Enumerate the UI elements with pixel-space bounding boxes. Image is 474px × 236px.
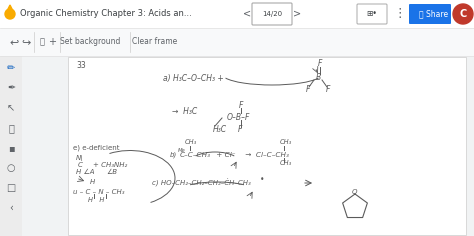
Text: c) HO–CH₂–CH₂–CH₂–ĊH–CH₃: c) HO–CH₂–CH₂–CH₂–ĊH–CH₃: [152, 179, 251, 187]
FancyBboxPatch shape: [0, 56, 22, 236]
Text: Clear frame: Clear frame: [132, 38, 178, 46]
Text: □: □: [6, 183, 16, 193]
Text: C–C–CH₃: C–C–CH₃: [180, 152, 211, 158]
Text: Organic Chemistry Chapter 3: Acids an...: Organic Chemistry Chapter 3: Acids an...: [20, 9, 192, 18]
Text: ↪: ↪: [21, 37, 31, 47]
Text: ↩: ↩: [9, 37, 18, 47]
Text: 🔒 Share: 🔒 Share: [419, 9, 448, 18]
Text: O–B–F: O–B–F: [227, 113, 250, 122]
Text: 14/20: 14/20: [262, 11, 282, 17]
Text: 33: 33: [76, 62, 86, 71]
Text: B: B: [316, 72, 321, 81]
FancyBboxPatch shape: [68, 57, 466, 235]
FancyBboxPatch shape: [409, 4, 451, 24]
Text: C: C: [78, 162, 83, 168]
Text: ✏: ✏: [7, 63, 15, 73]
Text: ▪: ▪: [8, 143, 14, 153]
Text: 📄: 📄: [8, 123, 14, 133]
Text: +: +: [48, 37, 56, 47]
Text: F: F: [238, 126, 242, 135]
Text: b): b): [170, 152, 177, 158]
Text: H ∠A: H ∠A: [76, 169, 94, 175]
Text: ✒: ✒: [7, 83, 15, 93]
Text: CH₃: CH₃: [280, 160, 292, 166]
Text: Me: Me: [178, 148, 186, 152]
FancyBboxPatch shape: [0, 0, 474, 28]
Text: O: O: [352, 189, 357, 195]
Text: H₃C: H₃C: [213, 126, 227, 135]
Text: C: C: [459, 9, 466, 19]
Text: →  H₃C: → H₃C: [172, 108, 197, 117]
Text: CH₃: CH₃: [185, 139, 197, 145]
Text: H   H: H H: [88, 197, 104, 203]
Text: ⋮: ⋮: [394, 8, 406, 21]
Text: F: F: [306, 84, 310, 93]
Text: CH₃: CH₃: [280, 139, 292, 145]
Text: Set background: Set background: [60, 38, 120, 46]
Text: H: H: [90, 179, 95, 185]
FancyBboxPatch shape: [0, 28, 474, 56]
Text: F: F: [326, 84, 330, 93]
Text: <: <: [243, 9, 251, 19]
Circle shape: [5, 9, 15, 19]
Text: + CH₃NH₂: + CH₃NH₂: [93, 162, 127, 168]
Text: F: F: [318, 59, 322, 68]
Text: 🔍: 🔍: [39, 38, 45, 46]
Text: + Cl⁻: + Cl⁻: [214, 152, 236, 158]
Text: ↖: ↖: [7, 103, 15, 113]
Polygon shape: [7, 5, 13, 11]
Text: ∠B: ∠B: [106, 169, 117, 175]
Circle shape: [453, 4, 473, 24]
Text: →  Cl–C–CH₃: → Cl–C–CH₃: [243, 152, 289, 158]
FancyBboxPatch shape: [357, 4, 387, 24]
Text: ‹: ‹: [9, 203, 13, 213]
Text: ⊞•: ⊞•: [366, 9, 377, 18]
Text: F: F: [239, 101, 243, 110]
Text: •: •: [260, 174, 264, 184]
Text: >: >: [293, 9, 301, 19]
Text: u – C – N – CH₃: u – C – N – CH₃: [73, 189, 125, 195]
FancyBboxPatch shape: [252, 3, 292, 25]
Text: a) H₃C–O–CH₃ +: a) H₃C–O–CH₃ +: [163, 75, 224, 84]
Text: ○: ○: [7, 163, 15, 173]
Text: e) e-deficient: e) e-deficient: [73, 145, 119, 151]
Text: N\: N\: [76, 155, 83, 161]
